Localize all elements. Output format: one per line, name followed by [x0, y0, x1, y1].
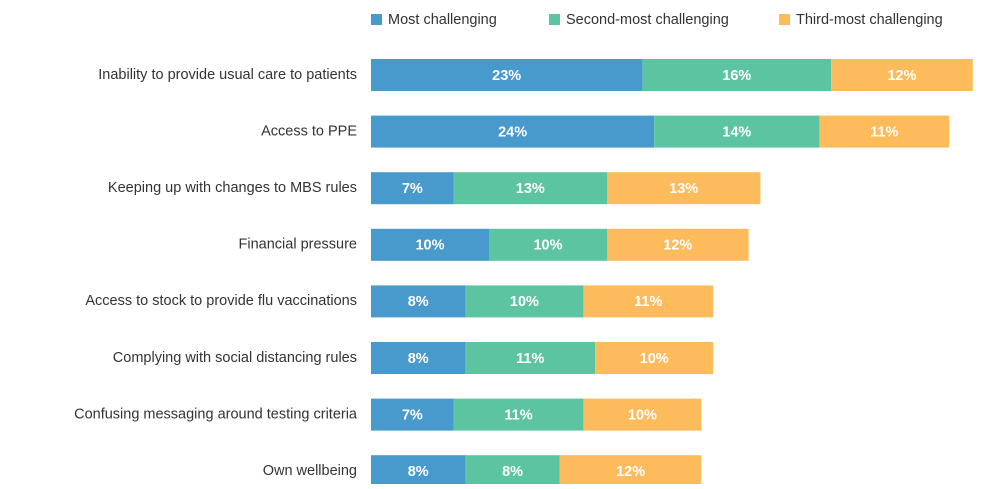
value-label: 11%	[634, 294, 662, 310]
value-label: 10%	[415, 238, 444, 254]
value-label: 13%	[516, 181, 545, 197]
bar-segment	[583, 285, 714, 318]
category-label: Keeping up with changes to MBS rules	[108, 180, 357, 196]
bar-segment	[453, 398, 584, 431]
value-label: 12%	[663, 238, 692, 254]
category-label: Inability to provide usual care to patie…	[98, 67, 357, 83]
legend-label: Most challenging	[388, 12, 497, 28]
bar-segment	[371, 115, 655, 148]
legend-label: Second-most challenging	[566, 12, 729, 28]
legend-label: Third-most challenging	[796, 12, 943, 28]
bar-segment	[371, 398, 454, 431]
bar-segment	[371, 285, 466, 318]
value-label: 10%	[533, 238, 562, 254]
category-label: Own wellbeing	[263, 463, 357, 479]
legend-swatch	[371, 14, 382, 25]
category-label: Financial pressure	[239, 237, 357, 253]
value-label: 7%	[402, 407, 423, 423]
bar-segment	[595, 342, 714, 374]
bar-segment	[559, 455, 702, 488]
legend-swatch	[549, 14, 560, 25]
bar-segment	[371, 342, 466, 374]
value-label: 8%	[408, 464, 429, 480]
value-label: 10%	[628, 407, 657, 423]
value-label: 11%	[516, 351, 544, 367]
bar-segment	[489, 228, 607, 261]
value-label: 11%	[870, 124, 898, 140]
legend-swatch	[779, 14, 790, 25]
value-label: 12%	[616, 464, 645, 480]
category-label: Confusing messaging around testing crite…	[74, 406, 358, 422]
bar-segment	[607, 172, 761, 205]
bar-segment	[819, 115, 950, 148]
bar-segment	[371, 228, 489, 261]
value-label: 16%	[722, 68, 751, 84]
value-label: 10%	[640, 351, 669, 367]
bar-segment	[465, 285, 584, 318]
bar-segment	[583, 398, 702, 431]
bar-segment	[831, 59, 973, 91]
category-label: Access to stock to provide flu vaccinati…	[85, 293, 357, 309]
value-label: 14%	[722, 124, 751, 140]
value-label: 7%	[402, 181, 423, 197]
value-label: 12%	[887, 68, 916, 84]
bar-segment	[371, 455, 466, 488]
value-label: 8%	[408, 351, 429, 367]
value-label: 23%	[492, 68, 521, 84]
bar-segment	[453, 172, 607, 205]
category-label: Complying with social distancing rules	[113, 350, 357, 366]
value-label: 11%	[504, 407, 532, 423]
value-label: 24%	[498, 124, 527, 140]
bar-segment	[607, 228, 749, 261]
bar-segment	[371, 172, 454, 205]
value-label: 8%	[408, 294, 429, 310]
value-label: 13%	[669, 181, 698, 197]
bar-segment	[465, 342, 596, 374]
bar-segment	[465, 455, 560, 488]
bar-segment	[642, 59, 832, 91]
bar-segment	[654, 115, 820, 148]
value-label: 8%	[502, 464, 523, 480]
bar-segment	[371, 59, 643, 91]
value-label: 10%	[510, 294, 539, 310]
category-label: Access to PPE	[261, 123, 357, 139]
